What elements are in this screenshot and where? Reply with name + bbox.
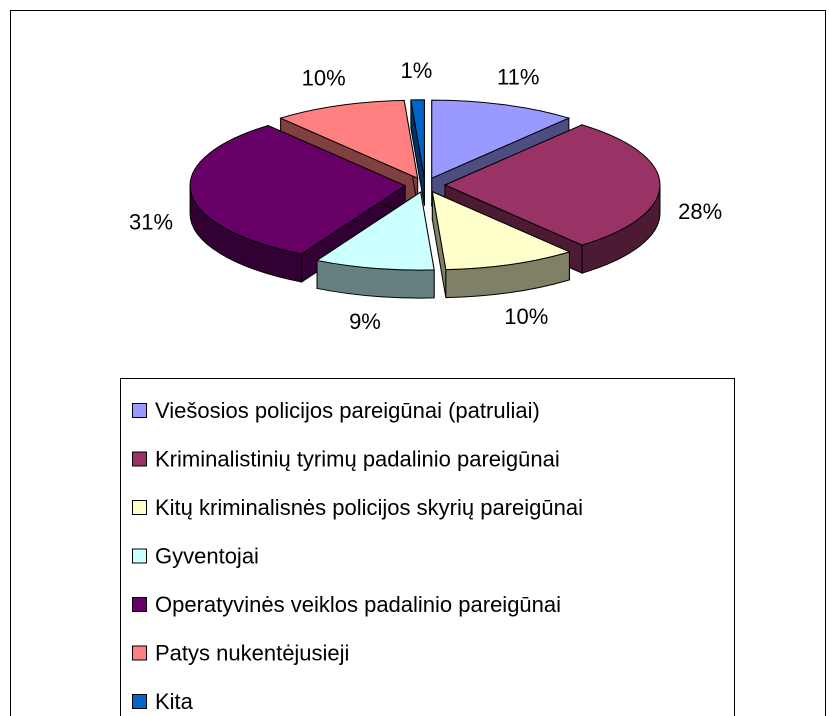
data-label: 28% (678, 199, 722, 224)
pie: 11% 28% 10% 9% 31% 10% 1% (129, 58, 722, 334)
slice (443, 124, 661, 246)
data-label: 1% (400, 58, 432, 83)
legend-label: Gyventojai (155, 543, 259, 568)
slice (431, 190, 571, 271)
legend-swatch (132, 500, 147, 515)
slice (279, 99, 419, 180)
legend: Viešosios policijos pareigūnai (patrulia… (132, 398, 583, 714)
legend-box (120, 378, 735, 716)
legend-label: Kita (155, 689, 194, 714)
legend-swatch (132, 548, 147, 564)
legend-swatch (132, 403, 147, 418)
legend-swatch (132, 451, 147, 467)
legend-label: Kriminalistinių tyrimų padalinio pareigū… (155, 446, 560, 471)
slice (410, 99, 425, 178)
data-label: 31% (129, 209, 173, 234)
legend-swatch (132, 597, 147, 612)
data-label: 10% (504, 304, 548, 329)
slice (431, 99, 571, 179)
slice (189, 125, 407, 255)
data-label: 10% (302, 66, 346, 91)
legend-label: Operatyvinės veiklos padalinio pareigūna… (155, 592, 561, 617)
legend-swatch (132, 694, 147, 709)
data-label: 9% (349, 309, 381, 334)
legend-label: Kitų kriminalisnės policijos skyrių pare… (155, 495, 583, 520)
legend-swatch (132, 645, 147, 661)
legend-label: Viešosios policijos pareigūnai (patrulia… (155, 398, 540, 423)
slice (315, 191, 435, 271)
legend-label: Patys nukentėjusieji (155, 640, 349, 665)
data-label: 11% (497, 64, 539, 89)
